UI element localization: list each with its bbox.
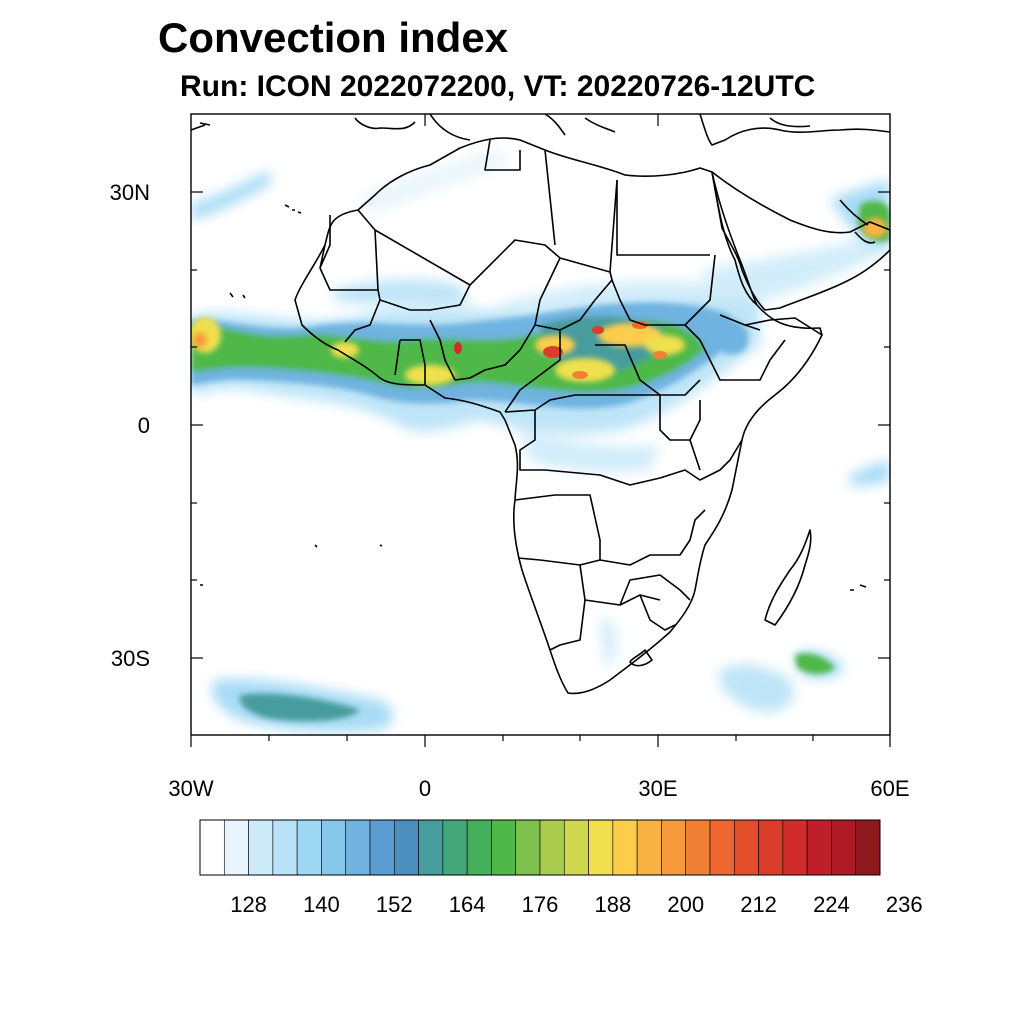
colorbar-swatch [831,819,857,876]
colorbar-label: 176 [522,892,559,917]
colorbar-swatch [442,819,468,876]
colorbar-swatch [806,819,832,876]
colorbar-swatch [321,819,347,876]
lon-axis: 30W 0 30E 60E [168,776,909,801]
lat-axis: 30N 0 30S [110,180,150,671]
colorbar-swatch [491,819,517,876]
colorbar-swatch [539,819,565,876]
colorbar-swatch [661,819,687,876]
lon-label-30w: 30W [168,776,213,801]
colorbar-swatch [636,819,662,876]
colorbar-label: 140 [303,892,340,917]
map-plot-area [190,113,891,747]
coastlines-and-borders [191,114,890,695]
colorbar-label: 200 [667,892,704,917]
colorbar-swatch [199,819,225,876]
colorbar-swatch [223,819,249,876]
colorbar-swatch [418,819,444,876]
colorbar-swatch [782,819,808,876]
colorbar-swatch [369,819,395,876]
colorbar-frame [199,819,881,876]
colorbar-swatch [612,819,638,876]
colorbar-label: 188 [594,892,631,917]
lon-label-30e: 30E [638,776,677,801]
colorbar-swatch [733,819,759,876]
colorbar-swatch [588,819,614,876]
colorbar-label: 236 [886,892,923,917]
chart-title: Convection index [158,14,509,61]
colorbar-label: 212 [740,892,777,917]
colorbar-swatch [272,819,298,876]
colorbar-label: 128 [230,892,267,917]
colorbar-swatch [563,819,589,876]
colorbar-swatch [685,819,711,876]
lat-label-30n: 30N [110,180,150,205]
colorbar-label: 152 [376,892,413,917]
colorbar [199,819,881,876]
colorbar-swatch [248,819,274,876]
chart-subtitle: Run: ICON 2022072200, VT: 20220726-12UTC [180,70,816,103]
colorbar-swatch [758,819,784,876]
lat-label-0: 0 [138,413,150,438]
map-frame [190,113,891,736]
colorbar-swatch [515,819,541,876]
colorbar-label: 224 [813,892,850,917]
colorbar-label: 164 [449,892,486,917]
lon-label-60e: 60E [870,776,909,801]
colorbar-labels: 128 140 152 164 176 188 200 212 224 236 [230,892,922,917]
lat-label-30s: 30S [111,646,150,671]
colorbar-swatch [345,819,371,876]
colorbar-swatch [466,819,492,876]
colorbar-swatch [393,819,419,876]
colorbar-swatch [855,819,881,876]
lon-label-0: 0 [419,776,431,801]
colorbar-swatch [709,819,735,876]
convection-field [191,150,890,732]
colorbar-swatch [296,819,322,876]
